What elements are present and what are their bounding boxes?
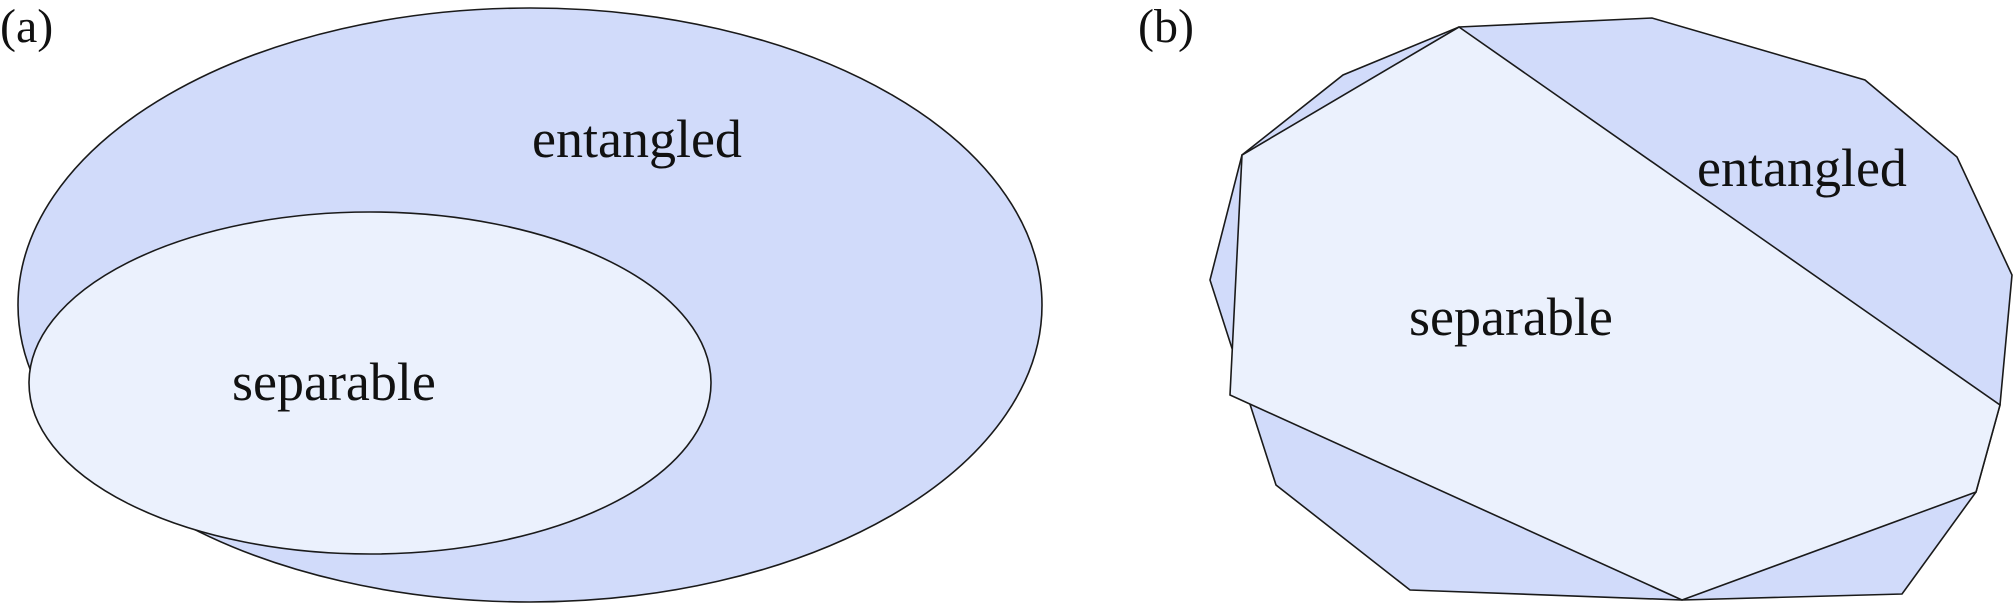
panel-a-separable-label: separable xyxy=(232,352,436,412)
panel-a-entangled-label: entangled xyxy=(532,109,742,169)
panel-a-tag: (a) xyxy=(0,0,53,53)
panel-b-entangled-label: entangled xyxy=(1697,138,1907,198)
panel-b-tag: (b) xyxy=(1138,0,1194,53)
panel-b-separable-label: separable xyxy=(1409,287,1613,347)
panel-a: (a) entangled separable xyxy=(0,0,1043,603)
panel-a-separable-region xyxy=(28,211,712,555)
panel-b-separable-region xyxy=(1229,26,2001,601)
panel-b: (b) entangled separable xyxy=(1138,0,2013,601)
